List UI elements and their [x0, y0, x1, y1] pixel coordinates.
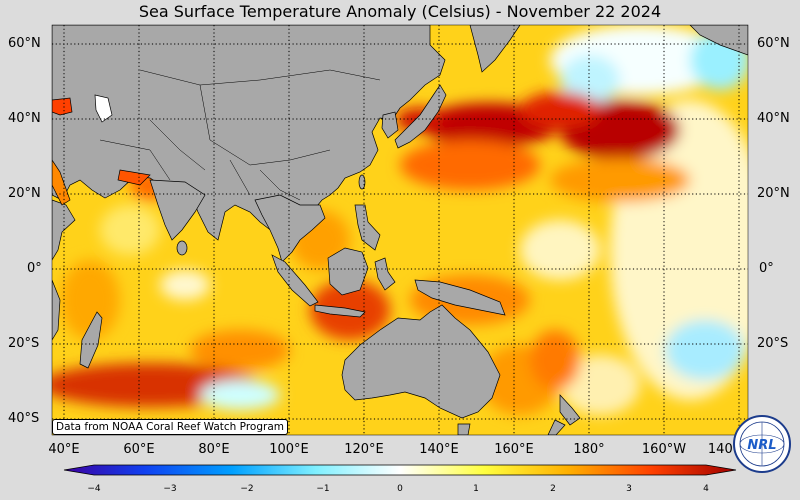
lon-label: 80°E — [198, 442, 230, 457]
anomaly-blobs — [52, 25, 748, 415]
colorbar-tick: 0 — [397, 484, 403, 494]
lon-label: 160°W — [641, 442, 687, 457]
lon-label: 40°E — [48, 442, 80, 457]
lat-label-left: 40°N — [8, 111, 41, 126]
indochina — [254, 194, 326, 263]
colorbar-tick: 1 — [473, 484, 479, 494]
madagascar — [79, 311, 103, 369]
lat-label-right: 20°N — [757, 186, 790, 201]
lat-label-right: 20°S — [757, 336, 789, 351]
lon-label: 160°E — [494, 442, 534, 457]
colorbar-bar — [63, 464, 737, 476]
india — [149, 179, 206, 241]
lon-label: 180° — [573, 442, 605, 457]
tasmania — [457, 423, 471, 435]
sri-lanka — [176, 240, 188, 256]
australia — [341, 304, 501, 419]
africa-south — [52, 279, 61, 341]
colorbar-tick: 4 — [703, 484, 709, 494]
map-field — [52, 25, 748, 435]
graticule — [52, 25, 748, 435]
colorbar-tick: 2 — [550, 484, 556, 494]
lat-label-right: 0° — [759, 261, 774, 276]
borneo — [327, 247, 369, 296]
colorbar-tick: 3 — [626, 484, 632, 494]
kamchatka — [469, 25, 521, 73]
country-borders — [99, 69, 381, 201]
philippines — [354, 204, 381, 251]
new-zealand-south — [547, 419, 566, 435]
lat-label-right: 40°N — [757, 111, 790, 126]
new-guinea — [414, 279, 506, 316]
lat-label-left: 0° — [27, 261, 42, 276]
lon-label: 120°E — [344, 442, 384, 457]
colorbar — [63, 464, 737, 476]
lat-label-left: 60°N — [8, 36, 41, 51]
land-masses — [52, 25, 748, 435]
svg-text:NRL: NRL — [747, 438, 776, 453]
lon-label: 60°E — [123, 442, 155, 457]
lat-label-left: 20°S — [8, 336, 40, 351]
nrl-logo-icon: NRL — [733, 415, 791, 473]
lon-label: 140°E — [419, 442, 459, 457]
new-zealand-north — [559, 394, 581, 426]
black-sea — [52, 97, 73, 116]
caspian-sea — [94, 94, 113, 123]
lat-label-left: 40°S — [8, 411, 40, 426]
colorbar-tick: −4 — [87, 484, 101, 494]
lon-label: 100°E — [269, 442, 309, 457]
africa-coast — [52, 199, 76, 261]
japan — [394, 84, 447, 149]
sumatra — [271, 254, 319, 307]
map-title: Sea Surface Temperature Anomaly (Celsius… — [138, 2, 662, 21]
java — [314, 304, 366, 318]
taiwan — [358, 174, 366, 190]
colorbar-tick: −3 — [163, 484, 177, 494]
sulawesi — [374, 257, 396, 291]
data-credit: Data from NOAA Coral Reef Watch Program — [52, 419, 288, 435]
colorbar-tick: −2 — [240, 484, 254, 494]
lat-label-left: 20°N — [8, 186, 41, 201]
lat-label-right: 60°N — [757, 36, 790, 51]
map-frame — [51, 24, 749, 436]
north-america — [689, 25, 748, 56]
persian-gulf — [117, 169, 151, 186]
colorbar-tick: −1 — [316, 484, 330, 494]
